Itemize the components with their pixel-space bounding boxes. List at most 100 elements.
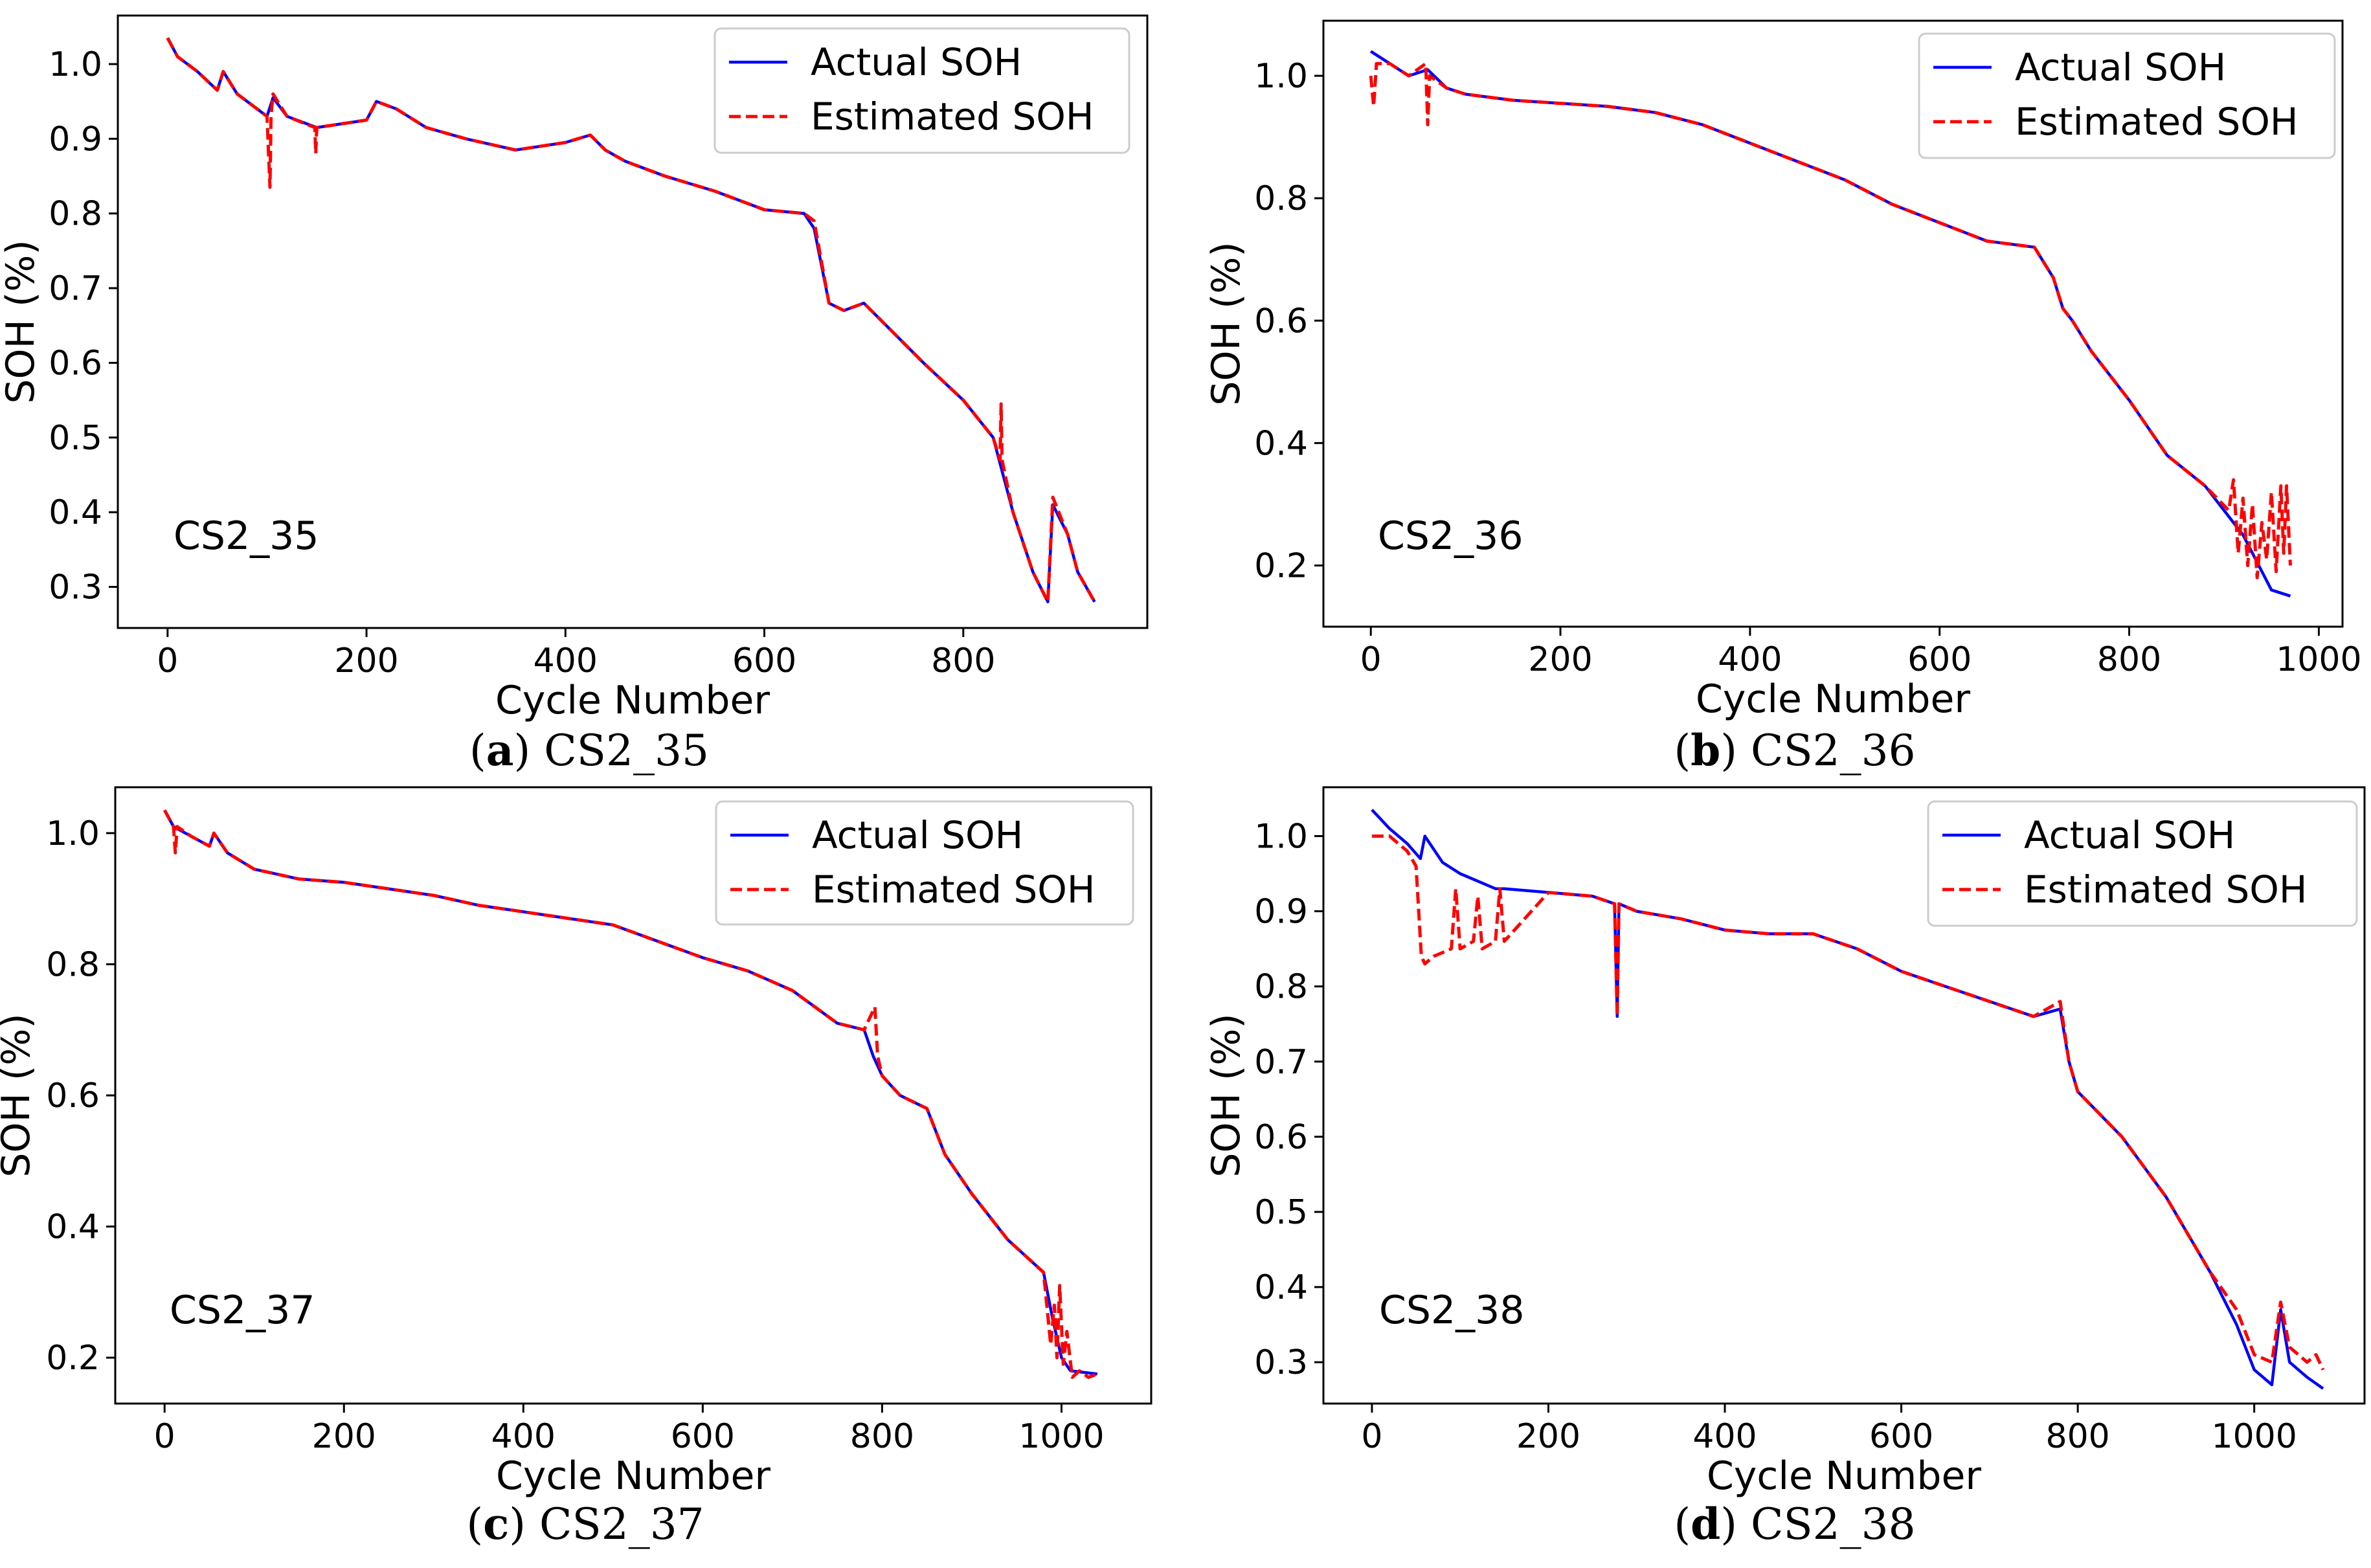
legend: Actual SOH Estimated SOH <box>1927 800 2358 927</box>
x-tick-label: 400 <box>1692 1417 1757 1456</box>
y-axis-label: SOH (%) <box>1204 1013 1249 1177</box>
series-line-actual <box>1371 809 2324 1390</box>
legend: Actual SOH Estimated SOH <box>1918 32 2336 159</box>
y-tick-label: 0.7 <box>1254 1043 1308 1082</box>
x-tick-label: 0 <box>1361 1417 1382 1456</box>
panel-c-caption-text: CS2_37 <box>539 1499 704 1549</box>
series-line-estimated <box>163 809 1098 1379</box>
x-tick-label: 800 <box>2097 640 2161 679</box>
x-tick-label: 400 <box>491 1417 556 1456</box>
panel-b-caption: (b) CS2_36 <box>1674 725 1915 776</box>
dataset-annotation: CS2_35 <box>174 513 319 559</box>
y-tick-label: 0.3 <box>1254 1343 1308 1382</box>
panel-b-plot: 0 200 400 600 800 1000 0.2 0.4 0.6 0.8 1.0 Cycle Nu… <box>1204 19 2362 722</box>
panel-c-caption: (c) CS2_37 <box>466 1499 704 1549</box>
x-tick-label: 1000 <box>2211 1417 2297 1456</box>
legend-box <box>1927 800 2358 927</box>
legend-box <box>714 27 1130 154</box>
legend-label-estimated: Estimated SOH <box>2024 868 2308 912</box>
y-tick-label: 0.4 <box>1254 1268 1308 1307</box>
y-tick-label: 0.9 <box>49 120 102 159</box>
panel-a-caption-text: CS2_35 <box>544 726 709 776</box>
x-tick-label: 200 <box>1516 1417 1580 1456</box>
series-group <box>163 809 1098 1379</box>
panel-a: 0 200 400 600 800 0.3 0.4 0.5 0.6 0.7 0.8 0.9 1.0 Cyc… <box>0 14 1149 776</box>
y-axis-label: SOH (%) <box>1204 241 1249 405</box>
x-tick-label: 600 <box>732 642 796 680</box>
legend-label-estimated: Estimated SOH <box>812 868 1096 912</box>
plot-frame <box>1322 19 2344 628</box>
x-tick-label: 600 <box>671 1417 735 1456</box>
series-group <box>166 37 1096 604</box>
legend-label-estimated: Estimated SOH <box>2015 100 2298 144</box>
y-tick-label: 1.0 <box>1254 57 1308 96</box>
x-axis-label: Cycle Number <box>1696 677 1970 722</box>
dataset-annotation: CS2_38 <box>1379 1288 1525 1333</box>
x-tick-label: 400 <box>534 642 598 680</box>
x-axis-label: Cycle Number <box>496 1453 770 1499</box>
y-tick-label: 0.6 <box>46 1077 100 1115</box>
y-tick-label: 0.7 <box>49 269 102 308</box>
y-axis-label: SOH (%) <box>0 1013 39 1177</box>
y-tick-label: 0.8 <box>1254 968 1308 1007</box>
y-tick-label: 0.4 <box>49 493 102 532</box>
legend-label-estimated: Estimated SOH <box>811 95 1094 139</box>
x-tick-label: 200 <box>1528 640 1592 679</box>
y-tick-label: 0.5 <box>49 419 102 458</box>
plot-frame <box>1322 786 2366 1405</box>
dataset-annotation: CS2_36 <box>1378 513 1523 559</box>
series-group <box>1369 50 2292 598</box>
x-tick-label: 800 <box>931 642 995 680</box>
panel-d-caption: (d) CS2_38 <box>1674 1499 1915 1549</box>
panel-b-caption-text: CS2_36 <box>1751 726 1916 776</box>
x-tick-label: 600 <box>1907 640 1972 679</box>
x-tick-label: 0 <box>157 642 178 680</box>
panel-d: 0 200 400 600 800 1000 0.3 0.4 0.5 0.6 0.7 0.8 0.9 1.… <box>1204 786 2366 1549</box>
panel-a-label: a <box>486 725 514 776</box>
x-axis-label: Cycle Number <box>1707 1453 1981 1499</box>
y-tick-label: 0.8 <box>1254 179 1308 218</box>
y-tick-label: 0.2 <box>1254 546 1308 585</box>
y-tick-label: 1.0 <box>1254 817 1308 856</box>
x-tick-label: 200 <box>334 642 398 680</box>
panel-c-plot: 0 200 400 600 800 1000 0.2 0.4 0.6 0.8 1.0 Cycle Nu… <box>0 786 1152 1499</box>
series-group <box>1371 809 2325 1390</box>
plot-frame <box>117 14 1149 629</box>
legend: Actual SOH Estimated SOH <box>714 27 1130 154</box>
y-tick-label: 0.4 <box>46 1208 100 1247</box>
y-tick-label: 1.0 <box>46 814 100 853</box>
y-tick-label: 1.0 <box>49 45 102 84</box>
panel-a-caption: (a) CS2_35 <box>469 725 709 776</box>
panel-d-label: d <box>1691 1499 1720 1549</box>
x-tick-label: 800 <box>2045 1417 2109 1456</box>
y-tick-label: 0.3 <box>49 568 102 607</box>
legend-label-actual: Actual SOH <box>2024 813 2235 857</box>
x-tick-label: 0 <box>154 1417 175 1456</box>
panel-d-plot: 0 200 400 600 800 1000 0.3 0.4 0.5 0.6 0.7 0.8 0.9 1.… <box>1204 786 2366 1499</box>
legend: Actual SOH Estimated SOH <box>715 800 1134 926</box>
x-tick-label: 800 <box>850 1417 914 1456</box>
panel-c: 0 200 400 600 800 1000 0.2 0.4 0.6 0.8 1.0 Cycle Nu… <box>0 786 1152 1549</box>
y-tick-label: 0.6 <box>1254 302 1308 341</box>
y-tick-label: 0.5 <box>1254 1193 1308 1232</box>
y-tick-label: 0.6 <box>1254 1118 1308 1157</box>
y-tick-label: 0.2 <box>46 1339 100 1378</box>
y-axis-label: SOH (%) <box>0 240 43 403</box>
series-line-estimated <box>1369 62 2292 579</box>
x-tick-label: 600 <box>1869 1417 1933 1456</box>
y-tick-label: 0.8 <box>46 945 100 984</box>
series-line-estimated <box>166 37 1096 604</box>
x-tick-label: 200 <box>312 1417 376 1456</box>
legend-box <box>1918 32 2336 159</box>
panel-b: 0 200 400 600 800 1000 0.2 0.4 0.6 0.8 1.0 Cycle Nu… <box>1204 19 2362 776</box>
legend-label-actual: Actual SOH <box>2015 45 2226 89</box>
panel-c-label: c <box>483 1499 509 1549</box>
panel-a-plot: 0 200 400 600 800 0.3 0.4 0.5 0.6 0.7 0.8 0.9 1.0 Cyc… <box>0 14 1149 723</box>
x-tick-label: 1000 <box>1018 1417 1104 1456</box>
series-line-estimated <box>1371 834 2325 1371</box>
y-tick-label: 0.8 <box>49 195 102 234</box>
y-tick-label: 0.6 <box>49 344 102 383</box>
dataset-annotation: CS2_37 <box>170 1288 315 1333</box>
panel-d-caption-text: CS2_38 <box>1751 1499 1916 1549</box>
